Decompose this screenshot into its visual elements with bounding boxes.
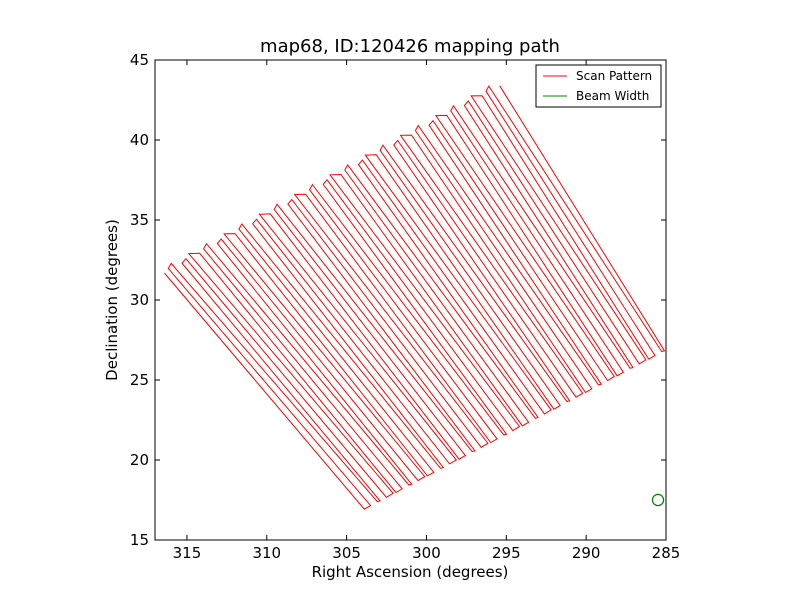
legend-box (535, 64, 662, 108)
chart-title: map68, ID:120426 mapping path (260, 36, 560, 57)
y-tick-label: 15 (130, 531, 149, 549)
x-tick-label: 310 (252, 544, 281, 562)
beam-width-series (651, 493, 665, 507)
scan-pattern-line (164, 85, 666, 510)
y-tick-label: 35 (130, 211, 149, 229)
legend-label-beam-width: Beam Width (576, 89, 649, 103)
y-tick-label: 25 (130, 371, 149, 389)
y-tick-label: 20 (130, 451, 149, 469)
x-tick-label: 295 (492, 544, 521, 562)
x-axis: 315 310 305 300 295 290 285 (173, 60, 681, 562)
y-tick-label: 40 (130, 131, 149, 149)
y-axis-title: Declination (degrees) (103, 219, 121, 381)
x-tick-label: 290 (572, 544, 601, 562)
y-tick-label: 30 (130, 291, 149, 309)
x-tick-label: 315 (173, 544, 202, 562)
y-tick-label: 45 (130, 51, 149, 69)
x-tick-label: 305 (332, 544, 361, 562)
legend-label-scan-pattern: Scan Pattern (576, 69, 652, 83)
y-axis: 15 20 25 30 35 40 45 (130, 51, 666, 549)
x-tick-label: 300 (412, 544, 441, 562)
legend: Scan Pattern Beam Width (535, 64, 662, 108)
scan-pattern-series (164, 85, 666, 510)
x-tick-label: 285 (652, 544, 681, 562)
x-axis-title: Right Ascension (degrees) (312, 563, 509, 581)
beam-width-circle (651, 493, 665, 507)
